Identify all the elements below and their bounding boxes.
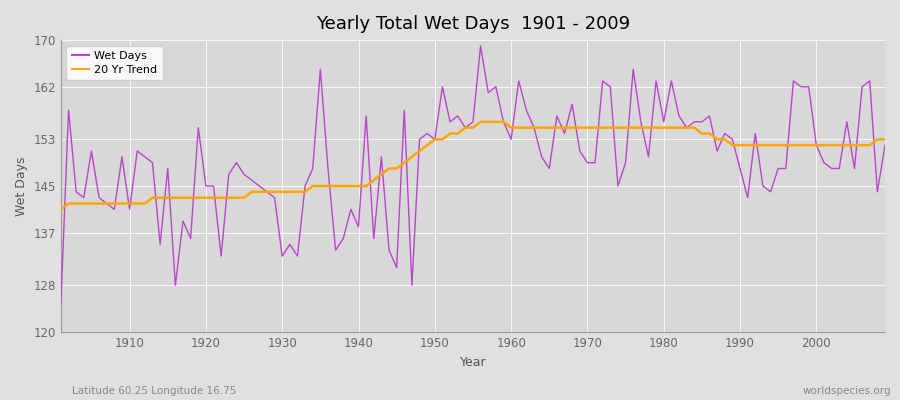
Wet Days <box>879 143 890 148</box>
20 Yr Trend <box>475 120 486 124</box>
Line: Wet Days: Wet Days <box>61 46 885 303</box>
20 Yr Trend <box>879 137 890 142</box>
20 Yr Trend <box>56 207 67 212</box>
Wet Days <box>513 78 524 83</box>
Y-axis label: Wet Days: Wet Days <box>15 156 28 216</box>
Text: Latitude 60.25 Longitude 16.75: Latitude 60.25 Longitude 16.75 <box>72 386 237 396</box>
Text: worldspecies.org: worldspecies.org <box>803 386 891 396</box>
Legend: Wet Days, 20 Yr Trend: Wet Days, 20 Yr Trend <box>67 46 163 80</box>
20 Yr Trend <box>117 201 128 206</box>
X-axis label: Year: Year <box>460 356 486 369</box>
20 Yr Trend <box>605 125 616 130</box>
Wet Days <box>284 242 295 247</box>
Wet Days <box>506 137 517 142</box>
Line: 20 Yr Trend: 20 Yr Trend <box>61 122 885 209</box>
Wet Days <box>605 84 616 89</box>
Wet Days <box>330 248 341 252</box>
Title: Yearly Total Wet Days  1901 - 2009: Yearly Total Wet Days 1901 - 2009 <box>316 15 630 33</box>
Wet Days <box>117 154 128 159</box>
20 Yr Trend <box>330 184 341 188</box>
Wet Days <box>475 44 486 48</box>
20 Yr Trend <box>284 190 295 194</box>
Wet Days <box>56 300 67 305</box>
20 Yr Trend <box>506 125 517 130</box>
20 Yr Trend <box>513 125 524 130</box>
